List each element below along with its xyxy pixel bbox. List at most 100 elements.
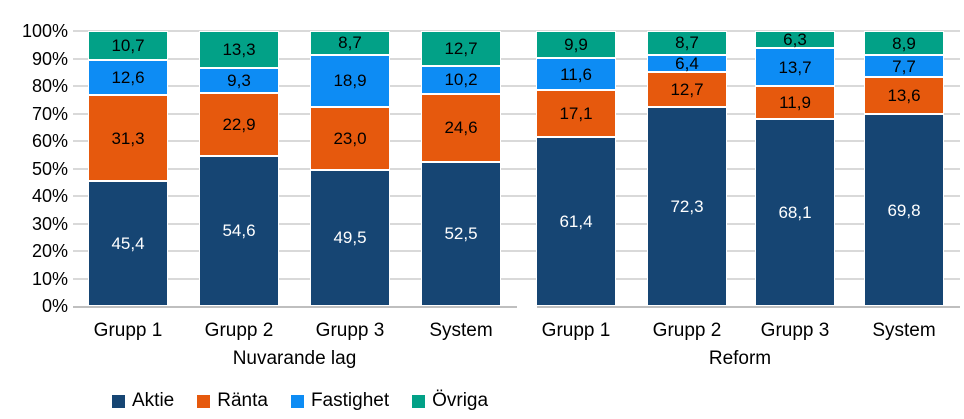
category-label: Grupp 3 bbox=[315, 320, 385, 341]
y-axis-tick-label: 40% bbox=[31, 186, 68, 206]
y-axis-tick-label: 50% bbox=[31, 158, 68, 179]
gridline bbox=[73, 112, 960, 115]
gridline bbox=[73, 277, 960, 280]
gridline bbox=[73, 85, 960, 87]
y-axis-tick-label: 70% bbox=[31, 103, 68, 124]
bar-value-label: 13,3 bbox=[222, 39, 256, 59]
bar-value-label: 61,4 bbox=[559, 212, 593, 232]
bar-segment-fastighet: 11,6 bbox=[536, 58, 616, 91]
bar-segment-fastighet: 7,7 bbox=[864, 55, 944, 77]
bar-value-label: 8,9 bbox=[892, 33, 916, 53]
bar-segment-ränta: 23,0 bbox=[310, 106, 390, 170]
gridline bbox=[73, 250, 960, 252]
legend-label: Aktie bbox=[132, 390, 175, 411]
bar-value-label: 8,7 bbox=[675, 33, 699, 53]
x-axis-line bbox=[73, 306, 517, 308]
gridline bbox=[73, 30, 960, 32]
bar-segment-aktie: 54,6 bbox=[199, 155, 279, 306]
x-axis-line bbox=[537, 306, 960, 308]
bar-segment-fastighet: 18,9 bbox=[310, 54, 390, 107]
legend-swatch-ränta bbox=[197, 394, 211, 408]
bar-value-label: 68,1 bbox=[778, 202, 812, 222]
legend-label: Fastighet bbox=[310, 390, 390, 411]
category-label: System bbox=[429, 320, 493, 341]
category-label: Grupp 2 bbox=[652, 320, 722, 341]
bar-value-label: 11,9 bbox=[779, 92, 811, 112]
bar-value-label: 12,7 bbox=[444, 38, 478, 58]
bar-segment-fastighet: 9,3 bbox=[199, 67, 279, 94]
bar-3: 8,7 18,9 23,0 49,5 bbox=[310, 31, 390, 306]
bar-value-label: 24,6 bbox=[444, 118, 478, 138]
bar-6: 8,7 6,4 12,7 72,3 bbox=[647, 31, 727, 306]
bar-value-label: 8,7 bbox=[338, 33, 362, 53]
bar-segment-övriga: 13,3 bbox=[199, 31, 279, 68]
bar-value-label: 49,5 bbox=[333, 228, 367, 248]
bar-segment-ränta: 13,6 bbox=[864, 76, 944, 115]
gridline bbox=[73, 167, 960, 170]
bar-value-label: 10,7 bbox=[111, 36, 145, 56]
bar-segment-fastighet: 12,6 bbox=[88, 60, 168, 96]
y-axis-tick-label: 60% bbox=[31, 131, 68, 151]
category-label: Grupp 3 bbox=[760, 320, 830, 341]
bar-segment-övriga: 8,7 bbox=[310, 31, 390, 55]
bar-value-label: 12,6 bbox=[111, 68, 145, 88]
bar-segment-ränta: 22,9 bbox=[199, 93, 279, 156]
bar-segment-aktie: 61,4 bbox=[536, 137, 616, 306]
y-axis-tick-label: 30% bbox=[31, 213, 68, 234]
bar-segment-aktie: 45,4 bbox=[88, 181, 168, 306]
bar-value-label: 6,4 bbox=[675, 54, 699, 74]
bar-segment-övriga: 9,9 bbox=[536, 31, 616, 59]
legend-label: Ränta bbox=[217, 390, 268, 411]
group-label-nuvarande-lag: Nuvarande lag bbox=[232, 348, 357, 369]
bar-segment-fastighet: 13,7 bbox=[755, 48, 835, 86]
y-axis-tick-label: 0% bbox=[41, 296, 68, 316]
y-axis-tick-label: 10% bbox=[31, 268, 68, 289]
bar-8: 8,9 7,7 13,6 69,8 bbox=[864, 31, 944, 306]
bar-segment-fastighet: 10,2 bbox=[421, 65, 501, 94]
bar-segment-övriga: 10,7 bbox=[88, 31, 168, 61]
bar-2: 13,3 9,3 22,9 54,6 bbox=[199, 31, 279, 306]
bar-1: 10,7 12,6 31,3 45,4 bbox=[88, 31, 168, 306]
y-axis-tick-label: 90% bbox=[31, 48, 68, 69]
bar-value-label: 7,7 bbox=[892, 56, 916, 76]
legend-swatch-övriga bbox=[412, 394, 426, 408]
gridline bbox=[73, 57, 960, 60]
bar-value-label: 12,7 bbox=[670, 80, 704, 100]
legend-item-ränta: Ränta bbox=[197, 388, 268, 414]
bar-value-label: 9,3 bbox=[227, 70, 251, 90]
bar-value-label: 11,6 bbox=[560, 64, 592, 84]
bar-value-label: 17,1 bbox=[559, 104, 593, 124]
bar-value-label: 45,4 bbox=[111, 234, 145, 254]
legend: Aktie Ränta Fastighet Övriga bbox=[112, 388, 488, 414]
legend-label: Övriga bbox=[432, 390, 489, 411]
bar-segment-aktie: 68,1 bbox=[755, 118, 835, 306]
category-label: System bbox=[872, 320, 936, 341]
bar-segment-ränta: 24,6 bbox=[421, 93, 501, 162]
legend-item-fastighet: Fastighet bbox=[290, 388, 390, 414]
bar-segment-övriga: 6,3 bbox=[755, 31, 835, 49]
bar-segment-aktie: 52,5 bbox=[421, 161, 501, 306]
group-label-reform: Reform bbox=[708, 348, 772, 369]
legend-swatch-fastighet bbox=[290, 394, 304, 408]
bar-segment-övriga: 12,7 bbox=[421, 31, 501, 66]
bar-value-label: 22,9 bbox=[222, 115, 256, 135]
category-label: Grupp 2 bbox=[204, 320, 274, 341]
bar-segment-ränta: 11,9 bbox=[755, 85, 835, 119]
bar-segment-ränta: 31,3 bbox=[88, 95, 168, 182]
bar-segment-aktie: 69,8 bbox=[864, 114, 944, 306]
bar-value-label: 18,9 bbox=[333, 71, 367, 91]
bar-value-label: 23,0 bbox=[333, 128, 367, 148]
category-label: Grupp 1 bbox=[541, 320, 611, 341]
legend-swatch-aktie bbox=[112, 394, 125, 408]
bar-value-label: 13,7 bbox=[778, 57, 812, 77]
gridline bbox=[73, 195, 960, 197]
y-axis-tick-label: 20% bbox=[31, 241, 68, 261]
y-axis-tick-label: 80% bbox=[31, 76, 68, 96]
legend-item-aktie: Aktie bbox=[112, 388, 174, 414]
bar-5: 9,9 11,6 17,1 61,4 bbox=[536, 31, 616, 306]
bar-segment-övriga: 8,9 bbox=[864, 31, 944, 56]
bar-7: 6,3 13,7 11,9 68,1 bbox=[755, 31, 835, 306]
bar-segment-övriga: 8,7 bbox=[647, 31, 727, 55]
bar-segment-fastighet: 6,4 bbox=[647, 54, 727, 74]
